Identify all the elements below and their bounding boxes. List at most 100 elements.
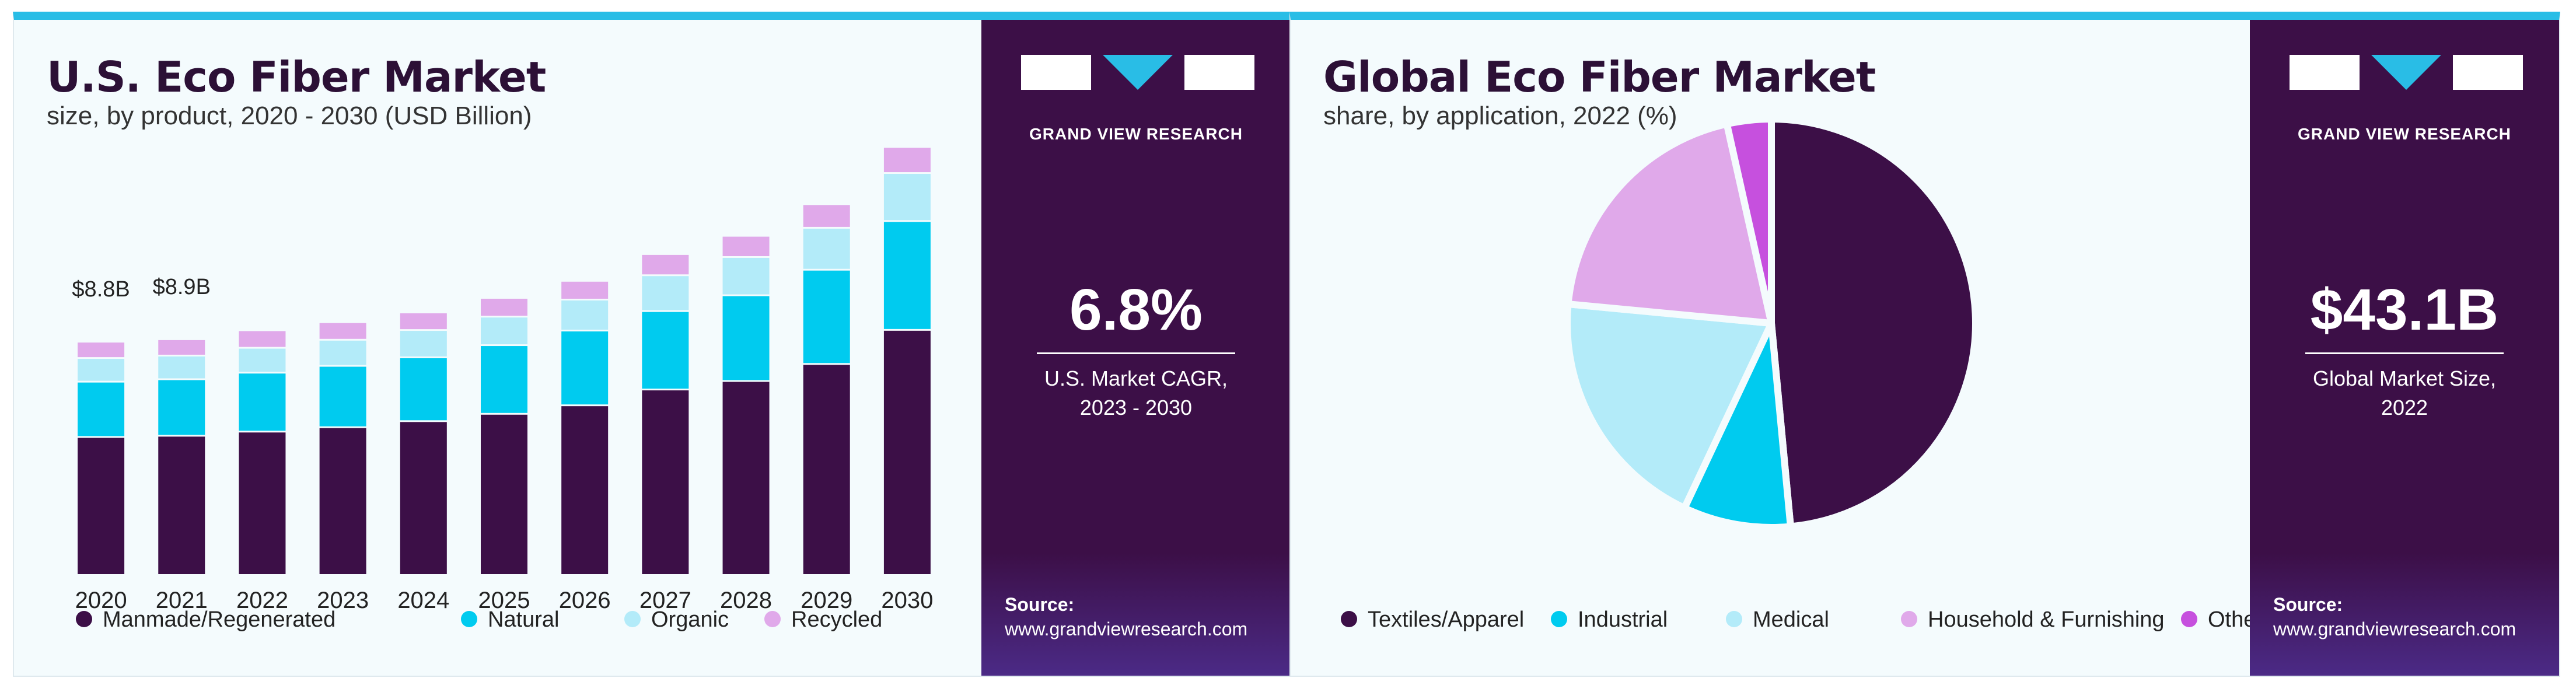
bar-natural-2029 (803, 270, 850, 364)
source-url[interactable]: www.grandviewresearch.com (1005, 618, 1248, 639)
brand-logo-text: GRAND VIEW RESEARCH (1029, 125, 1243, 143)
bar-natural-2023 (319, 366, 366, 427)
bar-organic-2021 (158, 356, 205, 379)
source-title: Source: (2273, 594, 2343, 615)
pie-slice-others (1723, 116, 1775, 327)
stat-divider (2305, 352, 2504, 354)
source-title: Source: (1005, 594, 1075, 615)
bar-recycled-2026 (561, 281, 609, 299)
brand-logo-text: GRAND VIEW RESEARCH (2298, 125, 2511, 143)
bar-natural-2028 (722, 296, 770, 380)
x-tick-label: 2030 (881, 588, 933, 613)
bar-manmade-regenerated-2022 (239, 432, 286, 574)
pie-slice-household-furnishing (1564, 120, 1775, 327)
left-panel: U.S. Eco Fiber Market size, by product, … (13, 12, 1292, 677)
source-box: Source: www.grandviewresearch.com (981, 553, 1291, 676)
x-tick-label: 2024 (397, 588, 449, 613)
x-tick-label: 2028 (720, 588, 772, 613)
legend-marker-manmade-regenerated (76, 611, 92, 627)
bar-recycled-2028 (722, 236, 770, 256)
cagr-label: U.S. Market CAGR, 2023 - 2030 (981, 364, 1291, 422)
bar-recycled-2021 (158, 340, 205, 355)
bar-manmade-regenerated-2020 (78, 438, 125, 574)
legend-label-household-furnishing: Household & Furnishing (1928, 607, 2165, 632)
bar-manmade-regenerated-2026 (561, 406, 609, 574)
pie-slice-medical (1564, 300, 1775, 512)
bar-natural-2025 (481, 346, 527, 413)
bar-manmade-regenerated-2024 (400, 422, 447, 574)
legend-label-natural: Natural (488, 607, 560, 632)
x-tick-label: 2029 (801, 588, 852, 613)
bar-recycled-2029 (803, 205, 850, 227)
cagr-label-line2: 2023 - 2030 (1079, 396, 1193, 420)
stat-divider (1037, 352, 1235, 354)
bar-natural-2030 (883, 222, 931, 329)
x-tick-label: 2020 (75, 588, 127, 613)
bar-recycled-2027 (642, 254, 689, 275)
bar-manmade-regenerated-2027 (642, 390, 689, 574)
bar-natural-2022 (239, 373, 286, 431)
bar-natural-2021 (158, 380, 205, 435)
legend-label-manmade-regenerated: Manmade/Regenerated (103, 607, 335, 632)
bar-natural-2027 (642, 312, 689, 389)
legend-marker-textiles-apparel (1341, 611, 1357, 627)
legend-marker-others (2181, 611, 2197, 627)
right-chart-title: Global Eco Fiber Market (1323, 53, 1876, 102)
bar-organic-2024 (400, 331, 447, 357)
data-label-2020: $8.8B (72, 277, 130, 302)
bar-recycled-2024 (400, 313, 447, 330)
x-tick-label: 2026 (559, 588, 611, 613)
x-tick-label: 2025 (478, 588, 530, 613)
x-tick-label: 2023 (317, 588, 369, 613)
bar-manmade-regenerated-2021 (158, 436, 205, 574)
bar-recycled-2020 (78, 342, 125, 358)
pie-slice-textiles-apparel (1768, 116, 1979, 530)
left-chart-title: U.S. Eco Fiber Market (47, 53, 546, 102)
source-box: Source: www.grandviewresearch.com (2250, 553, 2559, 676)
grand-view-logo-icon (1021, 55, 1254, 90)
market-size-label-line2: 2022 (2381, 396, 2428, 420)
bar-recycled-2022 (239, 331, 286, 347)
legend-marker-industrial (1551, 611, 1567, 627)
legend-marker-household-furnishing (1901, 611, 1917, 627)
bar-natural-2024 (400, 358, 447, 421)
bar-manmade-regenerated-2028 (722, 382, 770, 574)
cagr-label-line1: U.S. Market CAGR, (1044, 366, 1228, 390)
bar-natural-2020 (78, 382, 125, 436)
legend-label-others: Others (2208, 607, 2252, 632)
bar-manmade-regenerated-2029 (803, 365, 850, 574)
right-side-panel: GRAND VIEW RESEARCH $43.1B Global Market… (2250, 20, 2559, 676)
bar-organic-2020 (78, 359, 125, 381)
bar-recycled-2023 (319, 323, 366, 339)
bar-organic-2025 (481, 317, 527, 345)
bar-natural-2026 (561, 331, 609, 405)
bar-organic-2023 (319, 340, 366, 365)
x-tick-label: 2022 (236, 588, 288, 613)
legend-marker-organic (624, 611, 641, 627)
grand-view-logo-icon (2290, 55, 2523, 90)
bar-organic-2029 (803, 228, 850, 269)
legend-label-industrial: Industrial (1578, 607, 1668, 632)
bar-organic-2026 (561, 300, 609, 330)
bar-organic-2028 (722, 257, 770, 295)
x-tick-label: 2021 (156, 588, 208, 613)
legend-marker-natural (461, 611, 477, 627)
data-label-2021: $8.9B (153, 275, 211, 299)
left-side-panel: GRAND VIEW RESEARCH 6.8% U.S. Market CAG… (981, 20, 1291, 676)
legend-label-textiles-apparel: Textiles/Apparel (1368, 607, 1524, 632)
cagr-value: 6.8% (1069, 277, 1203, 342)
right-panel: Global Eco Fiber Market share, by applic… (1289, 12, 2560, 677)
bar-recycled-2025 (481, 298, 527, 316)
market-size-label: Global Market Size, 2022 (2250, 364, 2559, 422)
bar-organic-2027 (642, 276, 689, 310)
x-tick-label: 2027 (639, 588, 691, 613)
market-size-value: $43.1B (2310, 277, 2499, 342)
source-url[interactable]: www.grandviewresearch.com (2273, 618, 2516, 639)
bar-manmade-regenerated-2023 (319, 428, 366, 574)
pie-slice-industrial (1680, 320, 1794, 531)
bar-manmade-regenerated-2030 (883, 330, 931, 574)
left-chart-subtitle: size, by product, 2020 - 2030 (USD Billi… (47, 102, 532, 130)
legend-label-medical: Medical (1753, 607, 1829, 632)
legend-marker-medical (1726, 611, 1742, 627)
bar-manmade-regenerated-2025 (481, 414, 527, 574)
